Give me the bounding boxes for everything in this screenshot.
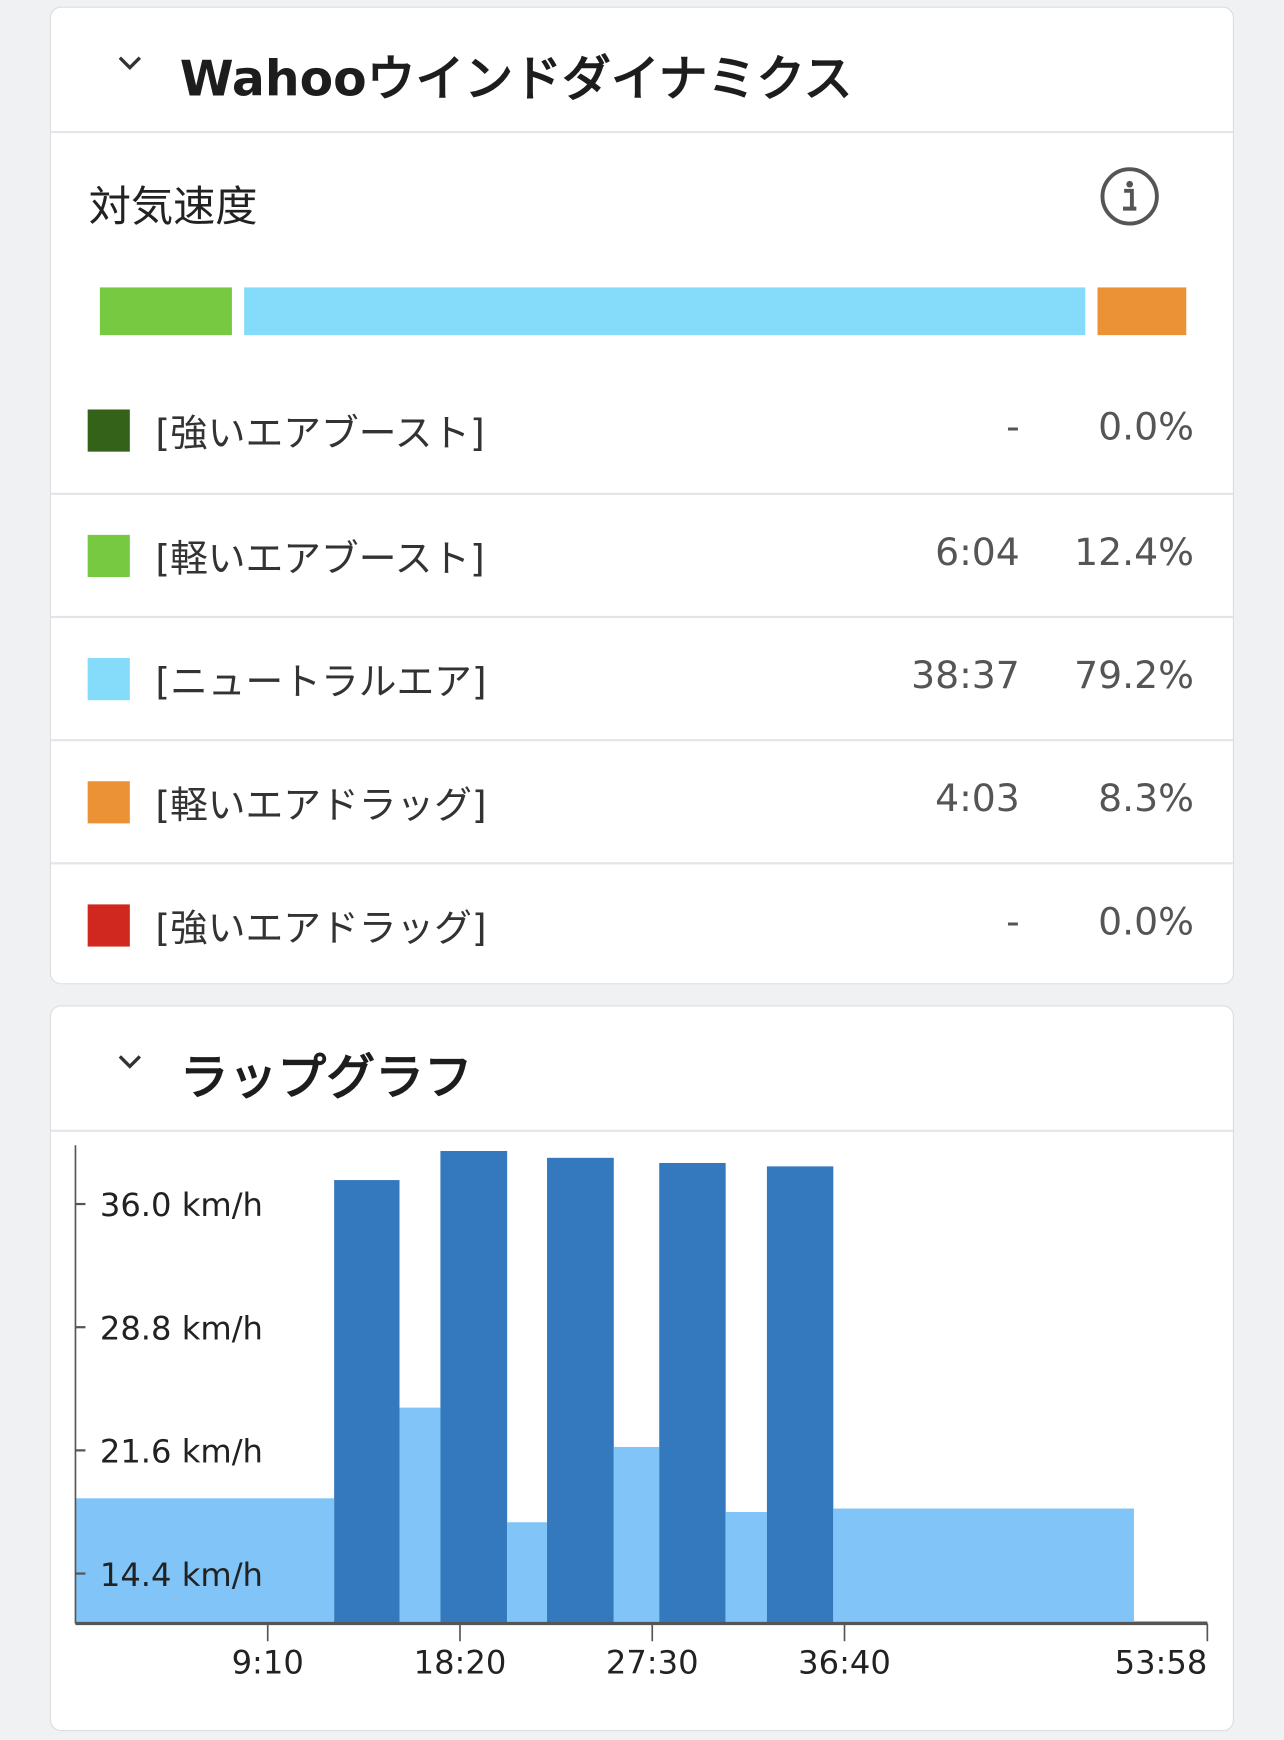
- zone-percent: 79.2%: [1074, 653, 1195, 699]
- wind-dynamics-card: Wahooウインドダイナミクス 対気速度 [強いエアブースト] - 0.0% […: [49, 6, 1234, 987]
- y-tick-label: 14.4 km/h: [100, 1556, 263, 1594]
- lap-bar[interactable]: [659, 1162, 726, 1624]
- zone-bar-neutral: [244, 287, 1086, 336]
- lap-bar[interactable]: [547, 1157, 614, 1624]
- y-tick-label: 36.0 km/h: [100, 1186, 263, 1224]
- zone-percent: 0.0%: [1098, 899, 1195, 945]
- lap-bar[interactable]: [399, 1407, 441, 1624]
- zone-swatch: [87, 781, 130, 824]
- zone-label: [強いエアドラッグ]: [155, 906, 487, 952]
- zone-label: [軽いエアドラッグ]: [155, 783, 487, 828]
- zone-row: [強いエアブースト] - 0.0%: [51, 370, 1233, 493]
- zone-row: [軽いエアブースト] 6:04 12.4%: [51, 492, 1233, 618]
- chevron-down-icon[interactable]: [118, 1049, 142, 1073]
- zone-percent: 12.4%: [1074, 530, 1195, 575]
- zone-swatch: [87, 904, 130, 947]
- lap-bar[interactable]: [766, 1166, 834, 1624]
- zone-time: -: [1006, 405, 1020, 450]
- lap-bar[interactable]: [833, 1508, 1134, 1624]
- airspeed-label: 対気速度: [88, 181, 258, 231]
- chevron-down-icon[interactable]: [118, 50, 142, 74]
- lap-bar[interactable]: [507, 1522, 548, 1624]
- zone-label: [強いエアブースト]: [155, 411, 485, 457]
- zone-swatch: [87, 658, 130, 701]
- x-tick-label: 27:30: [606, 1643, 699, 1681]
- zone-label: [軽いエアブースト]: [155, 537, 485, 582]
- zone-swatch: [87, 409, 130, 452]
- zone-time: -: [1006, 899, 1020, 945]
- zone-row: [強いエアドラッグ] - 0.0%: [51, 862, 1233, 987]
- x-tick-label: 9:10: [232, 1643, 304, 1681]
- lap-bar[interactable]: [440, 1150, 508, 1624]
- zone-swatch: [87, 534, 130, 578]
- x-tick-label: 53:58: [1115, 1643, 1208, 1681]
- y-tick-label: 28.8 km/h: [100, 1309, 263, 1347]
- x-tick-label: 18:20: [414, 1643, 507, 1681]
- zone-label: [ニュートラルエア]: [155, 660, 487, 705]
- info-icon[interactable]: [1100, 166, 1160, 226]
- zone-row: [ニュートラルエア] 38:37 79.2%: [51, 615, 1233, 741]
- card-title: Wahooウインドダイナミクス: [179, 51, 853, 108]
- lap-graph-header[interactable]: ラップグラフ: [51, 1006, 1233, 1132]
- y-tick-label: 21.6 km/h: [100, 1433, 263, 1471]
- lap-bar[interactable]: [334, 1180, 400, 1624]
- lap-bar[interactable]: [613, 1446, 660, 1624]
- zone-bar-light-drag: [1097, 287, 1187, 336]
- zone-time: 4:03: [935, 776, 1020, 822]
- lap-bar[interactable]: [75, 1498, 335, 1624]
- zone-bar-light-boost: [99, 287, 232, 336]
- x-tick-label: 36:40: [798, 1643, 891, 1681]
- zone-percent: 0.0%: [1098, 405, 1195, 450]
- zone-percent: 8.3%: [1098, 776, 1195, 822]
- card-title: ラップグラフ: [179, 1049, 473, 1107]
- zone-row: [軽いエアドラッグ] 4:03 8.3%: [51, 739, 1233, 864]
- wind-dynamics-header[interactable]: Wahooウインドダイナミクス: [51, 8, 1233, 134]
- zone-time: 6:04: [935, 530, 1020, 575]
- zone-time: 38:37: [911, 653, 1020, 699]
- lap-bar[interactable]: [725, 1511, 767, 1624]
